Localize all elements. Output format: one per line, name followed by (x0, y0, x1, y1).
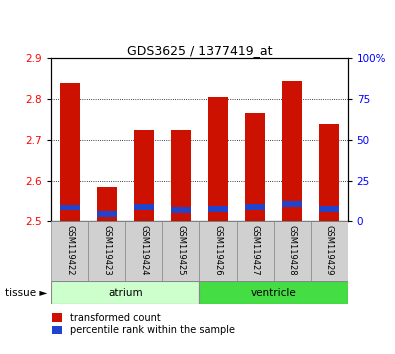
Bar (245, 113, 265, 221)
Bar (97, 187, 117, 221)
Bar (97, 211, 117, 217)
Bar (208, 206, 228, 212)
Bar (134, 130, 154, 221)
Bar (51, 221, 88, 281)
Bar (199, 221, 237, 281)
Text: GSM119423: GSM119423 (102, 225, 111, 275)
Bar (237, 221, 274, 281)
Text: atrium: atrium (108, 288, 143, 298)
Bar (319, 124, 339, 221)
Bar (282, 201, 302, 207)
Bar (126, 221, 162, 281)
Text: GSM119424: GSM119424 (139, 225, 149, 275)
Bar (171, 207, 191, 213)
Title: GDS3625 / 1377419_at: GDS3625 / 1377419_at (127, 44, 272, 57)
Bar (208, 97, 228, 221)
Text: ventricle: ventricle (251, 288, 296, 298)
Bar (310, 221, 348, 281)
Bar (88, 221, 126, 281)
Bar (274, 221, 310, 281)
Text: GSM119429: GSM119429 (325, 225, 334, 275)
Bar (245, 204, 265, 210)
Bar (199, 281, 348, 304)
Text: GSM119428: GSM119428 (288, 225, 297, 275)
Text: GSM119426: GSM119426 (213, 225, 222, 275)
Bar (162, 221, 199, 281)
Bar (134, 204, 154, 210)
Bar (171, 130, 191, 221)
Text: tissue ►: tissue ► (5, 288, 47, 298)
Bar (60, 83, 80, 221)
Bar (319, 206, 339, 212)
Bar (60, 205, 80, 210)
Legend: transformed count, percentile rank within the sample: transformed count, percentile rank withi… (52, 313, 235, 335)
Text: GSM119425: GSM119425 (177, 225, 186, 275)
Bar (51, 281, 199, 304)
Bar (282, 81, 302, 221)
Text: GSM119422: GSM119422 (65, 225, 74, 275)
Text: GSM119427: GSM119427 (250, 225, 260, 275)
